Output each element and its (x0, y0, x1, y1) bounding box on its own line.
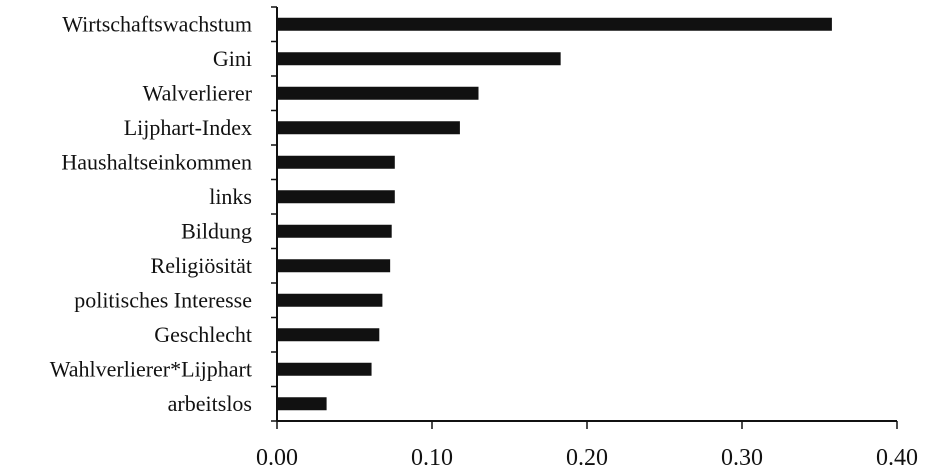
bar (278, 397, 327, 411)
bar (278, 121, 460, 135)
category-label: Gini (213, 46, 252, 71)
bar (278, 52, 561, 66)
x-tick-label: 0.10 (411, 445, 453, 471)
bar (278, 293, 383, 307)
bar (278, 224, 392, 238)
category-label: politisches Interesse (74, 287, 252, 312)
category-label: Haushaltseinkommen (61, 149, 252, 174)
category-label: arbeitslos (168, 391, 252, 416)
category-label: Walverlierer (143, 80, 253, 105)
x-tick-label: 0.00 (256, 445, 298, 471)
bar (278, 86, 479, 100)
x-tick-label: 0.40 (876, 445, 918, 471)
bar (278, 190, 395, 204)
category-label: links (209, 184, 252, 209)
bar (278, 155, 395, 169)
bar (278, 17, 832, 31)
category-label: Bildung (181, 218, 252, 243)
category-label: Lijphart-Index (124, 115, 252, 140)
x-tick-label: 0.30 (721, 445, 763, 471)
x-tick-label: 0.20 (566, 445, 608, 471)
bar (278, 362, 372, 376)
category-label: Geschlecht (154, 322, 252, 347)
category-label: Wirtschaftswachstum (62, 11, 252, 36)
plot-area: 0.00 0.10 0.20 0.30 0.40 Wirtschaftswachstum G… (50, 6, 918, 471)
category-label: Religiösität (151, 253, 252, 278)
category-label: Wahlverlierer*Lijphart (50, 356, 252, 381)
bar (278, 328, 380, 342)
bar (278, 259, 391, 273)
